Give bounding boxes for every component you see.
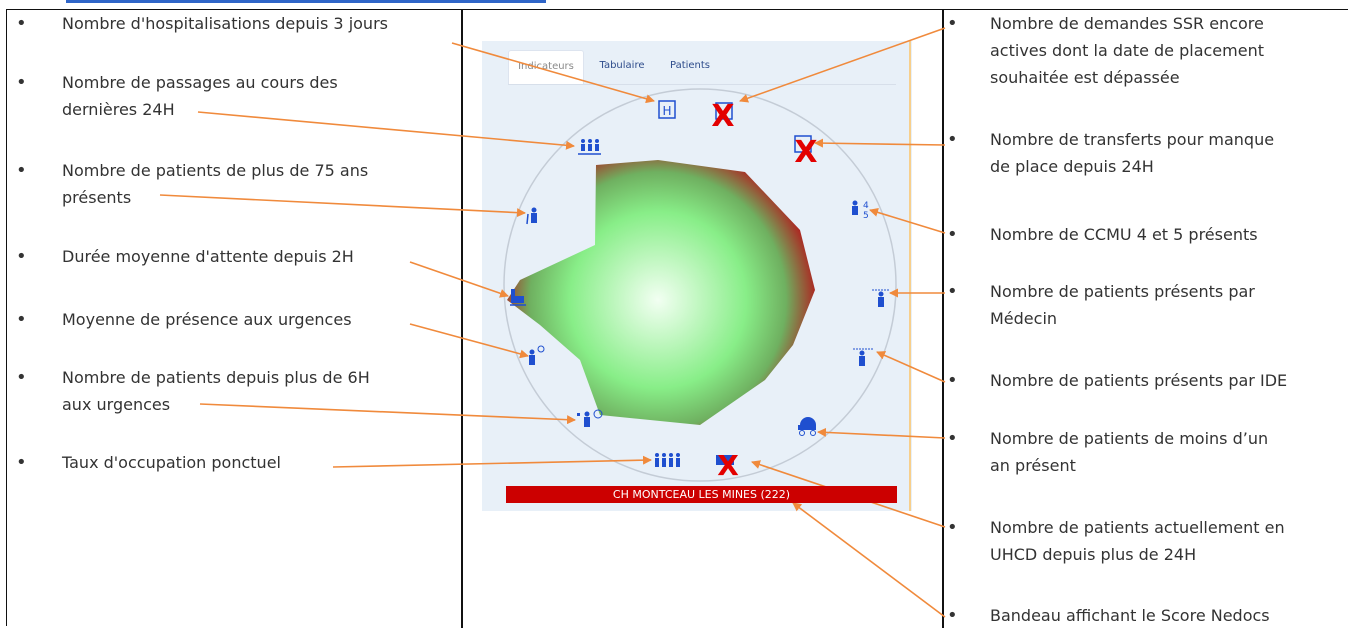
svg-text:4: 4 — [863, 201, 869, 211]
arrow-banner — [792, 502, 946, 618]
arrow-baby — [817, 427, 946, 439]
list-item: • Nombre de patients présents par Médecin — [947, 281, 1255, 328]
list-item: • Nombre de CCMU 4 et 5 présents — [947, 224, 1258, 245]
nurse-icon — [853, 348, 873, 366]
table-frame — [6, 9, 1348, 626]
svg-text:X: X — [794, 135, 817, 170]
transfer-icon: X — [794, 135, 818, 170]
nedocs-banner: CH MONTCEAU LES MINES (222) — [506, 486, 897, 503]
top-underline — [66, 0, 546, 3]
annotation-arrows — [159, 27, 946, 618]
passages-icon — [578, 139, 601, 155]
list-item: • Nombre de patients présents par IDE — [947, 370, 1288, 391]
arrow-hospitalisations — [451, 42, 655, 104]
ccmu-icon: 4 5 — [852, 200, 869, 221]
radar-circle — [503, 88, 897, 482]
svg-text:X: X — [711, 99, 734, 134]
arrow-nurse — [876, 351, 946, 383]
column-divider-right — [942, 9, 944, 628]
doctor-icon — [872, 289, 890, 307]
tab-indicateurs[interactable]: Indicateurs — [508, 50, 584, 85]
tab-tabulaire[interactable]: Tabulaire — [599, 60, 645, 71]
waiting-time-icon — [510, 289, 526, 306]
list-item: • Nombre d'hospitalisations depuis 3 jour… — [16, 13, 388, 34]
arrow-waiting — [409, 261, 509, 298]
column-divider-left — [461, 9, 463, 628]
hospital-icon: H — [658, 100, 676, 119]
arrow-ccmu — [869, 208, 946, 234]
ssr-request-icon: X — [711, 99, 734, 134]
list-item: • Taux d'occupation ponctuel — [16, 452, 281, 473]
list-item: • Nombre de patients depuis plus de 6H au… — [16, 367, 370, 414]
arrow-presence — [409, 323, 529, 359]
six-hours-icon — [577, 409, 603, 427]
tab-patients[interactable]: Patients — [669, 60, 711, 71]
arrow-transfers — [814, 138, 946, 148]
average-presence-icon — [529, 345, 545, 365]
svg-text:H: H — [662, 104, 671, 118]
arrow-occupancy — [332, 455, 652, 468]
list-item: • Nombre de demandes SSR encore actives d… — [947, 13, 1264, 87]
list-item: • Durée moyenne d'attente depuis 2H — [16, 246, 354, 267]
list-item: • Nombre de transferts pour manque de pla… — [947, 129, 1275, 176]
arrow-ssr — [739, 27, 946, 103]
svg-text:5: 5 — [863, 211, 869, 221]
arrow-six-hours — [199, 403, 576, 425]
baby-carriage-icon — [798, 417, 816, 436]
radar-shape — [507, 160, 815, 425]
tab-divider — [508, 84, 896, 85]
svg-text:X: X — [717, 449, 739, 482]
list-item: • Nombre de passages au cours des dernièr… — [16, 72, 338, 119]
panel-edge — [909, 41, 911, 511]
list-item: • Nombre de patients de plus de 75 ans pr… — [16, 160, 369, 207]
list-item: • Moyenne de présence aux urgences — [16, 309, 352, 330]
list-item: • Nombre de patients de moins d’un an pré… — [947, 428, 1269, 475]
occupancy-icon — [655, 453, 680, 467]
elderly-icon — [526, 207, 537, 225]
list-item: • Nombre de patients actuellement en UHCD… — [947, 517, 1285, 564]
arrow-elderly — [159, 194, 526, 218]
list-item: • Bandeau affichant le Score Nedocs — [947, 605, 1270, 626]
arrow-passages — [197, 111, 575, 150]
uhcd-icon: X — [716, 449, 739, 482]
